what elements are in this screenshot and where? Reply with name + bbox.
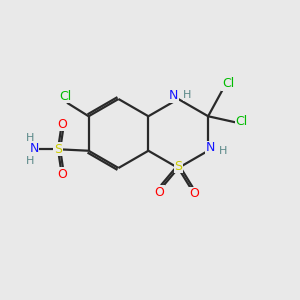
Text: Cl: Cl — [222, 77, 234, 90]
Text: Cl: Cl — [59, 90, 72, 103]
Text: N: N — [169, 89, 178, 102]
Text: H: H — [219, 146, 227, 156]
Text: O: O — [189, 187, 199, 200]
Text: N: N — [29, 142, 39, 155]
Text: Cl: Cl — [236, 115, 248, 128]
Text: H: H — [26, 156, 34, 166]
Text: H: H — [183, 90, 191, 100]
Text: O: O — [58, 118, 68, 130]
Text: S: S — [174, 160, 182, 173]
Text: O: O — [155, 185, 165, 199]
Text: N: N — [206, 141, 215, 154]
Text: O: O — [58, 168, 68, 181]
Text: H: H — [26, 134, 34, 143]
Text: S: S — [54, 143, 62, 156]
